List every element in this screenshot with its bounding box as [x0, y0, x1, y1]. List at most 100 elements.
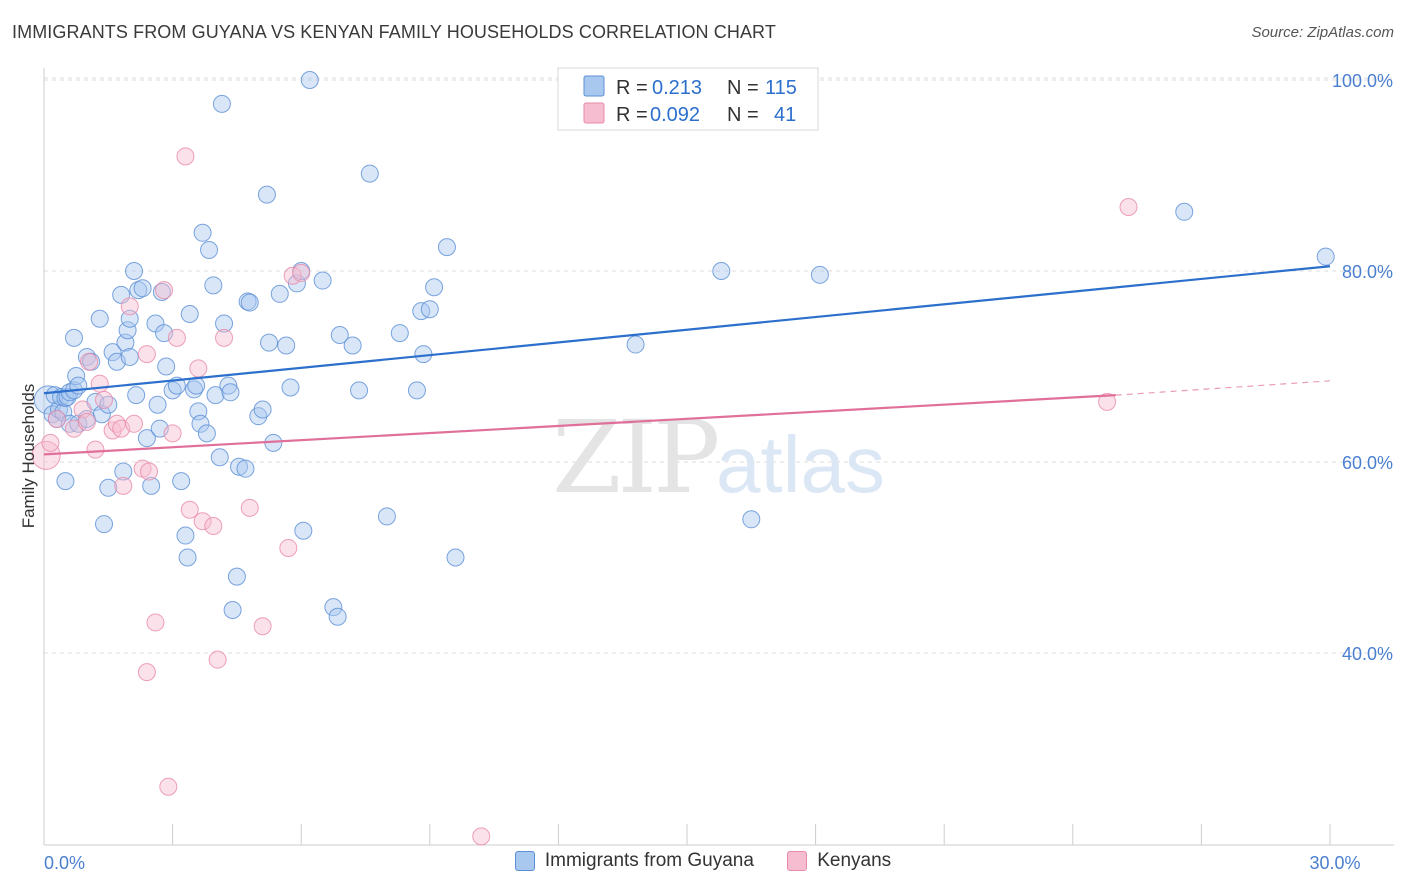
guyana-point-87 — [330, 325, 349, 344]
guyana-point-39 — [142, 476, 161, 495]
guyana-point-84 — [313, 271, 332, 290]
guyana-point-58 — [200, 240, 219, 259]
guyana-point-33 — [120, 309, 139, 328]
kenyan-point-5 — [77, 412, 96, 431]
guyana-point-60 — [206, 386, 225, 405]
kenyan-point-25 — [176, 147, 195, 166]
guyana-point-78 — [277, 336, 296, 355]
guyana-point-66 — [223, 601, 242, 620]
guyana-point-61 — [210, 448, 229, 467]
x-tick-label-0: 0.0% — [44, 853, 85, 873]
legend-r-label-2: R = — [616, 104, 648, 126]
guyana-point-102 — [742, 510, 761, 529]
guyana-point-97 — [425, 278, 444, 297]
guyana-point-9 — [58, 388, 77, 407]
x-tick-label-1: 30.0% — [1309, 853, 1360, 873]
data-points — [31, 71, 1335, 846]
guyana-point-82 — [294, 521, 313, 540]
y-tick-label-1: 80.0% — [1342, 262, 1393, 282]
guyana-point-12 — [65, 328, 84, 347]
kenyan-point-28 — [193, 512, 212, 531]
guyana-point-103 — [810, 265, 829, 284]
guyana-point-99 — [446, 548, 465, 567]
guyana-point-35 — [127, 386, 146, 405]
guyana-point-67 — [227, 567, 246, 586]
legend-swatch-guyana — [514, 851, 535, 871]
legend-label-guyana: Immigrants from Guyana — [544, 850, 754, 871]
guyana-point-69 — [236, 459, 255, 478]
guyana-point-68 — [230, 457, 249, 476]
guyana-point-16 — [69, 376, 88, 395]
guyana-point-51 — [180, 304, 199, 323]
guyana-point-21 — [90, 309, 109, 328]
y-tick-label-3: 40.0% — [1342, 644, 1393, 664]
chart-title: IMMIGRANTS FROM GUYANA VS KENYAN FAMILY … — [12, 22, 776, 42]
y-axis-label: Family Households — [19, 384, 38, 529]
guyana-trend-line — [43, 265, 1331, 395]
guyana-point-29 — [114, 462, 133, 481]
guyana-point-92 — [390, 324, 409, 343]
kenyan-point-38 — [1098, 392, 1117, 411]
guyana-point-63 — [215, 314, 234, 333]
kenyan-point-26 — [180, 500, 199, 519]
kenyan-point-39 — [1119, 198, 1138, 217]
legend-swatch-blue — [583, 75, 605, 97]
guyana-point-86 — [328, 607, 347, 626]
kenyan-point-30 — [208, 650, 227, 669]
guyana-point-64 — [219, 376, 238, 395]
kenyan-point-29 — [204, 516, 223, 535]
guyana-point-62 — [212, 94, 231, 113]
guyana-point-71 — [240, 293, 259, 312]
correlation-legend: R = 0.213 N = 115 R = 0.092 N = 41 — [557, 67, 819, 131]
kenyan-point-18 — [137, 663, 156, 682]
guyana-point-105 — [1316, 247, 1335, 266]
guyana-point-100 — [626, 335, 645, 354]
trend-lines — [43, 265, 1331, 456]
guyana-point-45 — [157, 357, 176, 376]
guyana-point-50 — [178, 548, 197, 567]
guyana-point-89 — [350, 381, 369, 400]
guyana-point-23 — [95, 515, 114, 534]
guyana-point-56 — [193, 223, 212, 242]
kenyan-point-19 — [140, 462, 159, 481]
guyana-point-74 — [257, 185, 276, 204]
kenyan-point-37 — [472, 827, 491, 846]
tick-labels: 100.0% 80.0% 60.0% 40.0% 0.0% 30.0% — [44, 71, 1393, 873]
guyana-point-48 — [172, 472, 191, 491]
axes — [43, 68, 1394, 846]
guyana-point-65 — [221, 383, 240, 402]
kenyan-point-36 — [292, 263, 311, 282]
guyana-point-55 — [191, 414, 210, 433]
legend-n-value-2: 41 — [774, 104, 796, 126]
guyana-point-104 — [1175, 202, 1194, 221]
watermark-atlas: atlas — [716, 420, 885, 509]
guyana-point-32 — [120, 347, 139, 366]
guyana-point-31 — [118, 321, 137, 340]
legend-n-label-2: N = — [727, 104, 759, 126]
y-tick-label-2: 60.0% — [1342, 453, 1393, 473]
legend-r-label-1: R = — [616, 77, 648, 99]
guyana-point-75 — [260, 333, 279, 352]
source-credit: Source: ZipAtlas.com — [1251, 24, 1394, 41]
guyana-point-22 — [92, 405, 111, 424]
guyana-point-24 — [99, 478, 118, 497]
kenyan-point-24 — [167, 328, 186, 347]
gridlines — [44, 77, 1394, 654]
guyana-point-77 — [270, 284, 289, 303]
legend-n-label-1: N = — [727, 77, 759, 99]
legend-swatch-kenyans — [787, 851, 808, 871]
guyana-point-59 — [204, 276, 223, 295]
kenyan-point-6 — [80, 352, 99, 371]
kenyan-point-27 — [189, 359, 208, 378]
kenyan-point-32 — [240, 498, 259, 517]
guyana-point-85 — [324, 598, 343, 617]
guyana-point-41 — [148, 395, 167, 414]
guyana-point-90 — [360, 164, 379, 183]
kenyan-point-1 — [41, 433, 60, 452]
kenyan-point-31 — [215, 328, 234, 347]
legend-r-value-2: 0.092 — [650, 104, 700, 126]
guyana-point-34 — [125, 262, 144, 280]
kenyan-point-9 — [95, 390, 114, 409]
kenyan-point-8 — [90, 374, 109, 393]
